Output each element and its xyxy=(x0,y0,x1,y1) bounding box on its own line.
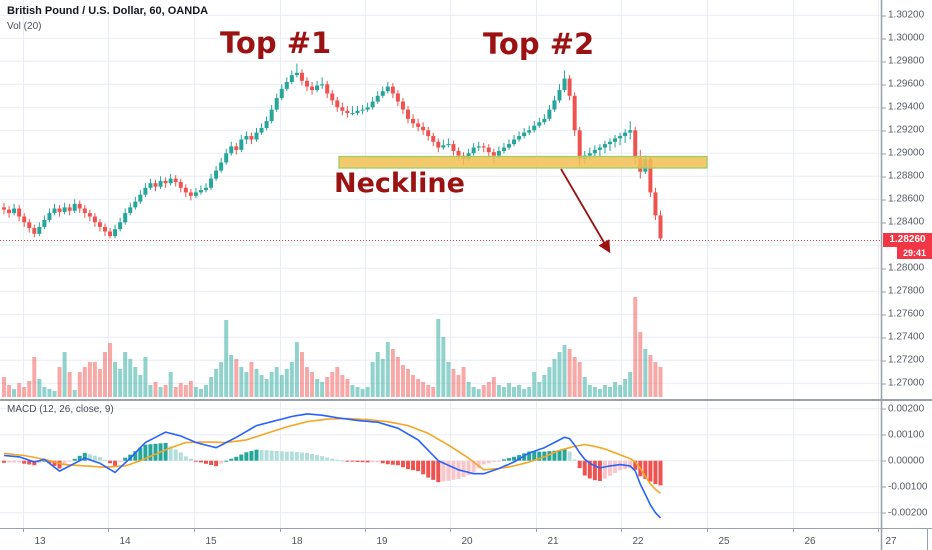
neckline-zone[interactable] xyxy=(338,155,708,169)
bar-countdown-badge: 29:41 xyxy=(897,247,932,259)
price-axis-label: 1.29200 xyxy=(881,124,925,136)
time-axis-label: 22 xyxy=(632,536,644,547)
time-axis-label: 19 xyxy=(376,536,388,547)
time-axis-label: 18 xyxy=(291,536,303,547)
price-axis-label: 1.29600 xyxy=(881,78,925,90)
symbol-title[interactable]: British Pound / U.S. Dollar, 60, OANDA xyxy=(7,5,209,17)
annotation-top2[interactable]: Top #2 xyxy=(483,27,595,61)
price-axis-label: 1.30200 xyxy=(881,9,925,21)
annotation-neckline[interactable]: Neckline xyxy=(334,168,465,199)
time-axis-label: 13 xyxy=(34,536,46,547)
macd-axis-label: -0.00100 xyxy=(881,481,928,493)
macd-axis-label: 0.00100 xyxy=(881,429,925,441)
annotation-top1[interactable]: Top #1 xyxy=(220,26,332,60)
price-axis-label: 1.27000 xyxy=(881,377,925,389)
price-axis-label: 1.27200 xyxy=(881,354,925,366)
price-axis-label: 1.27800 xyxy=(881,285,925,297)
time-axis-label: 20 xyxy=(461,536,473,547)
macd-indicator-label[interactable]: MACD (12, 26, close, 9) xyxy=(7,404,114,415)
price-axis-label: 1.29800 xyxy=(881,55,925,67)
price-axis-label: 1.28800 xyxy=(881,170,925,182)
breakdown-arrow[interactable] xyxy=(560,168,611,254)
time-axis-label: 26 xyxy=(804,536,816,547)
volume-indicator-label[interactable]: Vol (20) xyxy=(7,21,42,32)
time-axis-label: 15 xyxy=(205,536,217,547)
time-axis-label: 27 xyxy=(885,536,897,547)
macd-signal-line xyxy=(3,417,661,494)
price-axis-label: 1.27600 xyxy=(881,308,925,320)
last-price-badge: 1.28260 xyxy=(883,233,932,247)
macd-axis-label: -0.00200 xyxy=(881,507,928,519)
price-axis-label: 1.29400 xyxy=(881,101,925,113)
price-axis-label: 1.27400 xyxy=(881,331,925,343)
macd-axis-label: 0.00200 xyxy=(881,403,925,415)
price-axis-label: 1.29000 xyxy=(881,147,925,159)
grid xyxy=(0,0,881,528)
price-axis-label: 1.28000 xyxy=(881,262,925,274)
time-axis[interactable]: 13 14 15 18 19 20 21 22 25 26 27 xyxy=(0,529,932,550)
macd-axis-label: 0.00000 xyxy=(881,455,925,467)
time-axis-label: 21 xyxy=(547,536,559,547)
price-axis-label: 1.30000 xyxy=(881,32,925,44)
candlestick-series xyxy=(2,63,663,241)
price-axis-label: 1.28600 xyxy=(881,193,925,205)
macd-histogram xyxy=(2,442,663,486)
macd-line xyxy=(3,413,662,519)
volume-series xyxy=(2,297,663,397)
price-axis-label: 1.28400 xyxy=(881,216,925,228)
time-axis-label: 25 xyxy=(718,536,730,547)
price-axis[interactable]: 1.30200 1.30000 1.29800 1.29600 1.29400 1.292… xyxy=(881,0,932,528)
time-axis-label: 14 xyxy=(119,536,131,547)
